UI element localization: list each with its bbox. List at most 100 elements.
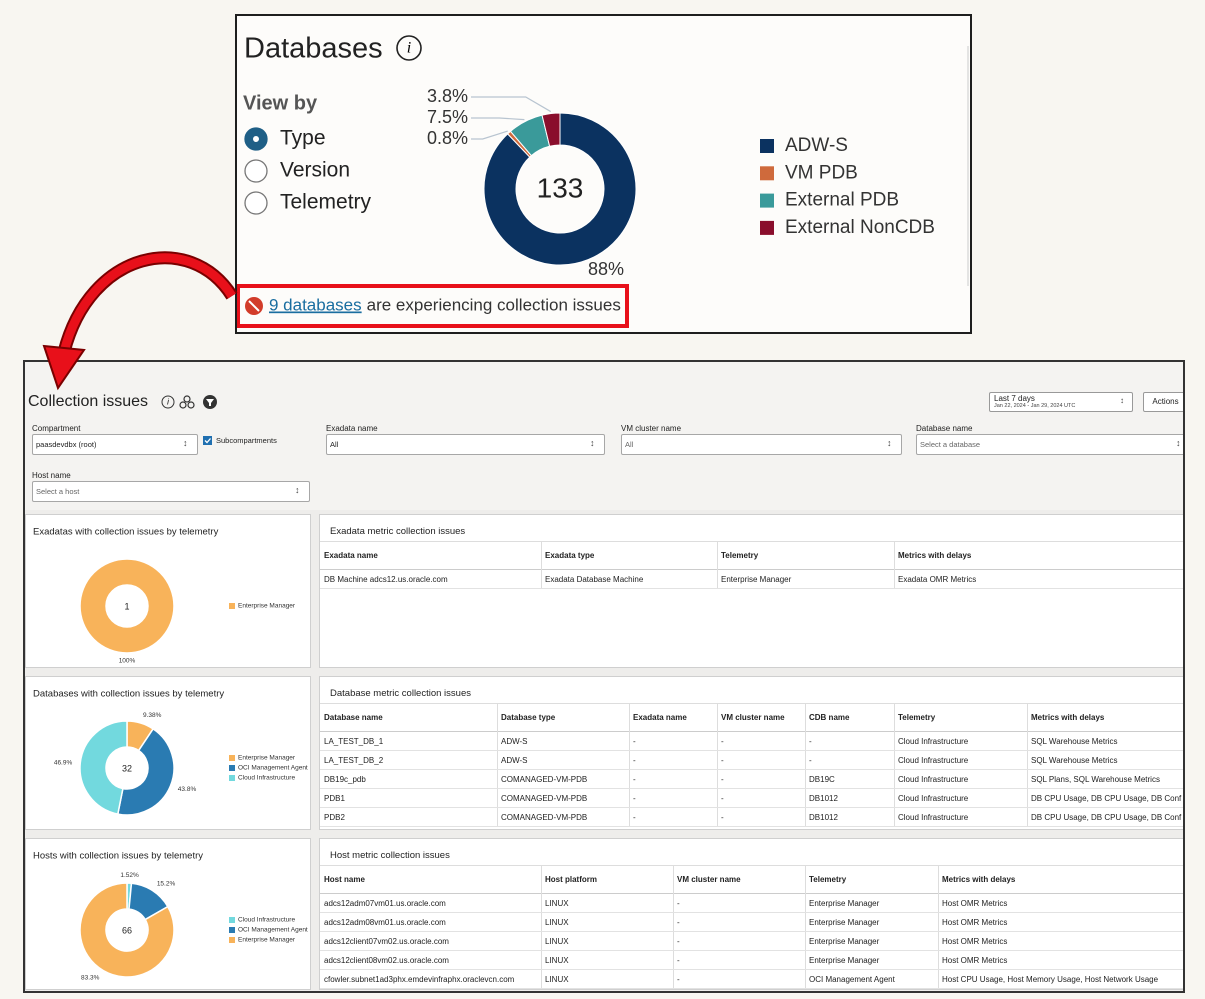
table-cell: Host OMR Metrics bbox=[942, 918, 1008, 927]
column-header: Database name bbox=[324, 713, 383, 722]
chevron: ↕ bbox=[1176, 438, 1181, 448]
select[interactable]: All ↕ bbox=[621, 434, 902, 455]
leader-line bbox=[471, 96, 552, 113]
select[interactable]: paasdevdbx (root) ↕ bbox=[32, 434, 198, 455]
column-header: Exadata type bbox=[545, 551, 595, 560]
filter-label: Database name bbox=[916, 424, 973, 433]
table-row[interactable] bbox=[320, 808, 1183, 827]
select-value: All bbox=[330, 440, 339, 449]
info-icon[interactable] bbox=[161, 395, 175, 409]
table-cell: LINUX bbox=[545, 899, 569, 908]
highlight-box bbox=[237, 284, 629, 328]
chart-svg: Exadatas with collection issues by telem… bbox=[33, 527, 296, 665]
chart-title: Hosts with collection issues by telemetr… bbox=[33, 851, 203, 862]
table-card: Database metric collection issues Databas… bbox=[319, 676, 1183, 830]
column-divider bbox=[894, 703, 895, 827]
radio-label[interactable]: Version bbox=[280, 159, 350, 182]
table-cell: adcs12adm07vm01.us.oracle.com bbox=[324, 899, 446, 908]
column-divider bbox=[497, 703, 498, 827]
checkbox[interactable] bbox=[203, 436, 212, 445]
value-label: 100% bbox=[119, 658, 136, 665]
time-range-dates: Jan 22, 2024 - Jan 29, 2024 UTC bbox=[994, 403, 1076, 409]
actions-button[interactable]: Actions bbox=[1143, 392, 1183, 412]
info-icon[interactable] bbox=[396, 35, 422, 61]
table-cell: Enterprise Manager bbox=[809, 956, 880, 965]
table-card: Exadata metric collection issues Exadata … bbox=[319, 514, 1183, 668]
table-cell: Cloud Infrastructure bbox=[898, 775, 969, 784]
cluster-icon[interactable] bbox=[183, 395, 191, 403]
table-row[interactable] bbox=[320, 894, 1183, 913]
radio-button[interactable] bbox=[244, 191, 268, 215]
select[interactable]: Select a database ↕ bbox=[916, 434, 1183, 455]
radio-label[interactable]: Telemetry bbox=[280, 191, 372, 214]
table-title: Exadata metric collection issues bbox=[330, 526, 466, 537]
time-range-select[interactable]: Last 7 days Jan 22, 2024 - Jan 29, 2024 U… bbox=[989, 392, 1133, 412]
table-row[interactable] bbox=[320, 970, 1183, 989]
legend-swatch bbox=[229, 775, 235, 781]
table-cell: Enterprise Manager bbox=[809, 937, 880, 946]
table-cell: - bbox=[677, 899, 680, 908]
cluster-icon[interactable] bbox=[179, 401, 187, 409]
column-divider bbox=[629, 703, 630, 827]
table-row[interactable] bbox=[320, 932, 1183, 951]
table-row[interactable] bbox=[320, 913, 1183, 932]
legend-label: Cloud Infrastructure bbox=[238, 917, 295, 924]
table-cell: SQL Warehouse Metrics bbox=[1031, 737, 1118, 746]
select[interactable]: Select a host ↕ bbox=[32, 481, 310, 502]
table-cell: Enterprise Manager bbox=[809, 918, 880, 927]
table-row[interactable] bbox=[320, 770, 1183, 789]
chart-svg: Databases with collection issues by tele… bbox=[33, 689, 308, 816]
table-cell: COMANAGED-VM-PDB bbox=[501, 794, 588, 803]
table-cell: DB1012 bbox=[809, 794, 838, 803]
table-cell: DB19C bbox=[809, 775, 835, 784]
donut-slice bbox=[116, 727, 175, 816]
table-cell: - bbox=[633, 756, 636, 765]
table-cell: SQL Warehouse Metrics bbox=[1031, 756, 1118, 765]
legend-label: Cloud Infrastructure bbox=[238, 775, 295, 782]
radio-label[interactable]: Type bbox=[280, 127, 326, 150]
issues-link[interactable]: 9 databases bbox=[269, 295, 362, 314]
column-divider bbox=[805, 703, 806, 827]
leader-line bbox=[471, 130, 508, 140]
table-header-row bbox=[320, 541, 1183, 570]
issues-text: are experiencing collection issues bbox=[367, 295, 621, 314]
table-cell: - bbox=[677, 937, 680, 946]
table-row[interactable] bbox=[320, 789, 1183, 808]
table-cell: Cloud Infrastructure bbox=[898, 756, 969, 765]
legend-swatch bbox=[760, 166, 774, 181]
select-value: paasdevdbx (root) bbox=[36, 440, 97, 449]
legend-label: Enterprise Manager bbox=[238, 603, 296, 610]
legend-label: External PDB bbox=[785, 190, 899, 211]
table-cell: DB1012 bbox=[809, 813, 838, 822]
table-row[interactable] bbox=[320, 751, 1183, 770]
table-row[interactable] bbox=[320, 570, 1183, 589]
table-cell: DB CPU Usage, DB CPU Usage, DB Conf bbox=[1031, 813, 1182, 822]
databases-card-svg: Databases i View by Type Version Telemetry 88%… bbox=[237, 33, 969, 328]
table-cell: LINUX bbox=[545, 937, 569, 946]
legend-swatch bbox=[760, 139, 774, 153]
table-row[interactable] bbox=[320, 951, 1183, 970]
column-header: CDB name bbox=[809, 713, 850, 722]
table-row[interactable] bbox=[320, 732, 1183, 751]
table-cell: DB CPU Usage, DB CPU Usage, DB Conf bbox=[1031, 794, 1182, 803]
legend-label: VM PDB bbox=[785, 162, 858, 183]
column-header: Telemetry bbox=[809, 875, 847, 884]
value-label: 15.2% bbox=[157, 881, 176, 888]
select-value: All bbox=[625, 440, 634, 449]
filter-label: VM cluster name bbox=[621, 424, 682, 433]
cluster-icon[interactable] bbox=[187, 401, 195, 409]
value-label: 0.8% bbox=[427, 128, 468, 148]
column-header: Host platform bbox=[545, 875, 597, 884]
column-header: Metrics with delays bbox=[898, 551, 972, 560]
legend-swatch bbox=[229, 937, 235, 943]
radio-button[interactable] bbox=[244, 159, 268, 183]
select[interactable]: All ↕ bbox=[326, 434, 605, 455]
legend-swatch bbox=[229, 755, 235, 761]
value-label: 43.8% bbox=[178, 786, 197, 793]
table-cell: - bbox=[721, 756, 724, 765]
column-header: Telemetry bbox=[721, 551, 759, 560]
table-cell: Enterprise Manager bbox=[721, 575, 792, 584]
table-cell: Host OMR Metrics bbox=[942, 956, 1008, 965]
table-cell: Exadata Database Machine bbox=[545, 575, 644, 584]
table-cell: - bbox=[677, 975, 680, 984]
